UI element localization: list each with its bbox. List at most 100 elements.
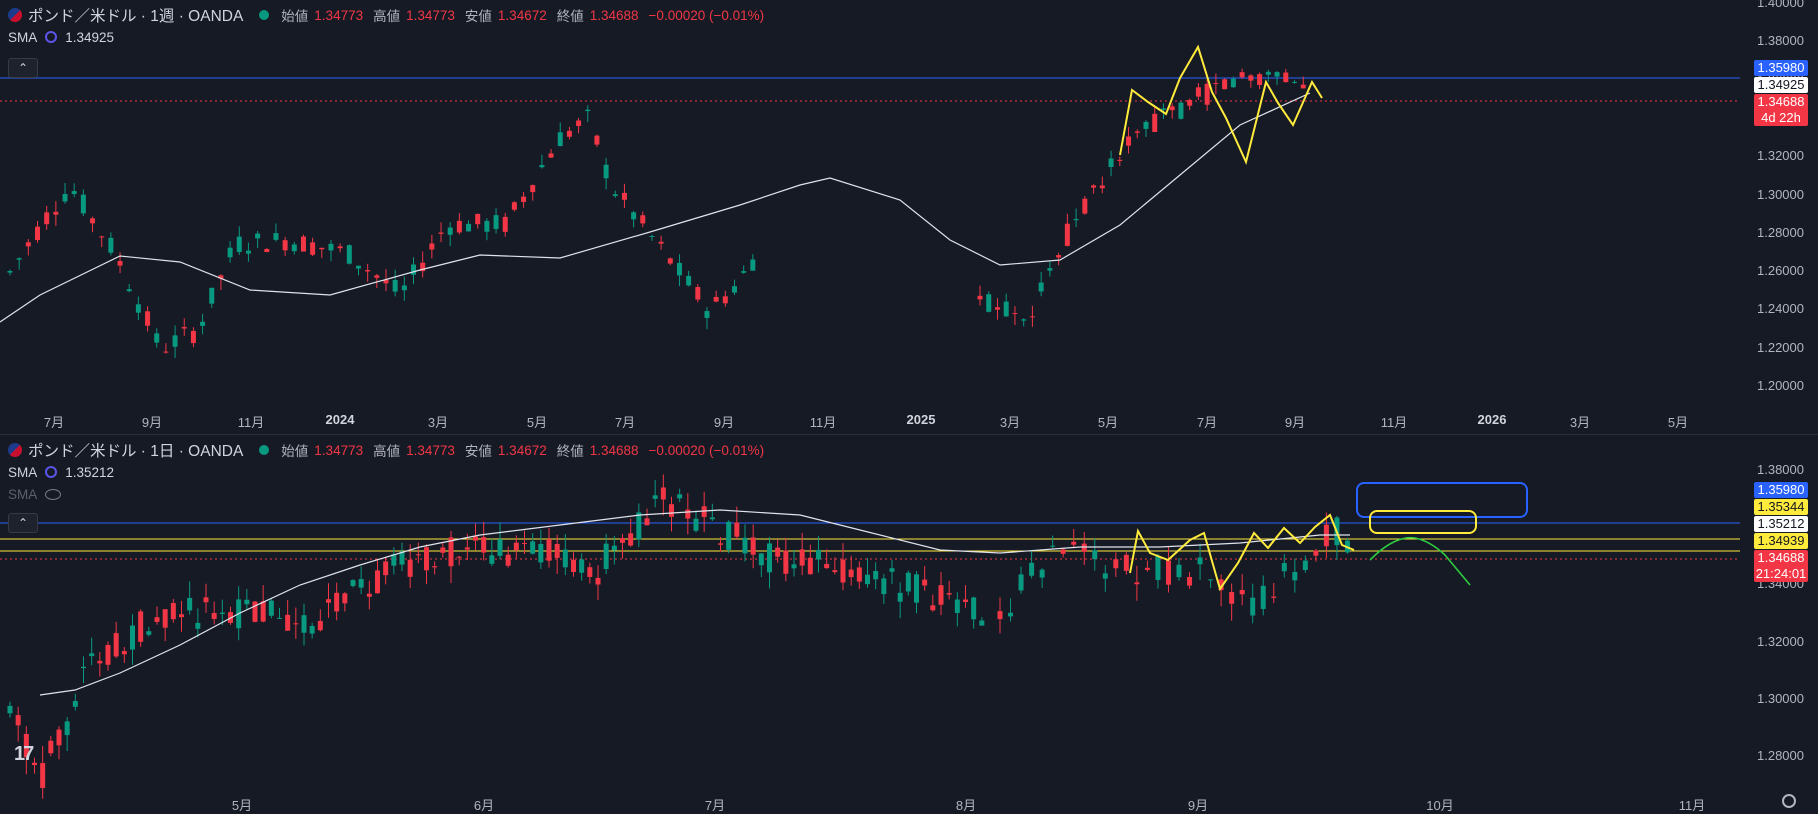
candle-body xyxy=(1248,75,1254,81)
candle-body xyxy=(1018,574,1024,591)
candle-body xyxy=(758,553,764,566)
time-tick-label: 3月 xyxy=(427,415,449,430)
candle-body xyxy=(644,518,650,526)
gear-icon[interactable] xyxy=(1782,794,1796,808)
candle-body xyxy=(1056,255,1062,258)
candle-body xyxy=(603,164,609,179)
candle-body xyxy=(1274,72,1280,77)
candle-body xyxy=(1021,319,1027,321)
last-price-value: 1.34688 xyxy=(1757,94,1805,109)
time-tick-label: 2024 xyxy=(325,412,355,427)
candle-body xyxy=(734,522,740,537)
candle-body xyxy=(1003,301,1009,317)
candle-body xyxy=(456,556,462,558)
candle-body xyxy=(652,495,658,499)
low-value: 1.34672 xyxy=(497,7,547,23)
time-tick-label: 5月 xyxy=(526,415,548,430)
sma-settings-icon[interactable] xyxy=(45,31,58,43)
candle-body xyxy=(1213,83,1219,85)
price-tick-label: 1.32000 xyxy=(1757,633,1804,649)
candle-body xyxy=(32,762,37,766)
candle-body xyxy=(997,611,1003,620)
candle-body xyxy=(767,543,772,573)
candle-body xyxy=(585,109,591,112)
candle-body xyxy=(521,196,527,203)
sma-line xyxy=(0,92,1311,323)
candle-body xyxy=(511,202,517,210)
sma-indicator-label[interactable]: SMA xyxy=(8,29,38,45)
time-tick-label: 2026 xyxy=(1477,412,1507,427)
time-tick-label: 9月 xyxy=(713,415,735,430)
candle-body xyxy=(203,597,209,603)
candle-body xyxy=(319,247,325,250)
candle-body xyxy=(636,512,642,540)
candle-body xyxy=(113,633,119,657)
candle-body xyxy=(611,545,617,551)
candle-body xyxy=(1176,564,1182,578)
weekly-chart-pane[interactable]: ポンド／米ドル · 1週 · OANDA 始値 1.34773 高値 1.34773… xyxy=(0,0,1818,434)
candle-body xyxy=(530,541,536,554)
eye-hidden-icon[interactable] xyxy=(45,488,62,500)
candle-body xyxy=(914,574,919,603)
candle-body xyxy=(669,504,674,517)
hidden-sma-label[interactable]: SMA xyxy=(8,486,38,502)
time-tick-label: 6月 xyxy=(473,798,495,813)
collapse-legend-button[interactable]: ⌃ xyxy=(8,58,38,78)
candle-body xyxy=(146,631,152,635)
candle-body xyxy=(317,620,323,631)
candle-body xyxy=(130,625,135,650)
sma-settings-icon[interactable] xyxy=(45,466,58,478)
candle-body xyxy=(1099,185,1105,189)
candle-body xyxy=(1239,72,1245,78)
candle-body xyxy=(685,509,691,519)
candle-body xyxy=(48,740,54,754)
time-tick-label: 11月 xyxy=(1678,798,1706,813)
candle-body xyxy=(832,570,838,573)
daily-symbol-title[interactable]: ポンド／米ドル · 1日 · OANDA xyxy=(28,443,244,460)
candle-body xyxy=(358,579,364,588)
candle-body xyxy=(513,542,519,551)
high-value: 1.34773 xyxy=(406,442,455,458)
time-tick-label: 11月 xyxy=(809,415,837,430)
collapse-legend-button[interactable]: ⌃ xyxy=(8,513,38,533)
candle-body xyxy=(466,223,472,232)
candle-body xyxy=(81,666,86,669)
daily-chart-pane[interactable]: ポンド／米ドル · 1日 · OANDA 始値 1.34773 高値 1.34773… xyxy=(0,434,1818,814)
candle-body xyxy=(816,549,821,560)
candle-body xyxy=(713,296,719,302)
candle-body xyxy=(1292,571,1298,581)
yellow-line-price-tag-upper: 1.35344 xyxy=(1754,499,1808,515)
tradingview-logo[interactable]: 17 xyxy=(14,743,34,765)
daily-chart-canvas[interactable] xyxy=(0,435,1818,814)
candle-body xyxy=(889,568,895,572)
candle-body xyxy=(15,715,21,726)
candle-body xyxy=(677,494,683,499)
candle-body xyxy=(1038,282,1044,292)
last-price-tag: 1.34688 4d 22h xyxy=(1754,94,1808,126)
candle-body xyxy=(905,572,911,592)
candle-body xyxy=(505,554,511,566)
candle-body xyxy=(620,537,625,543)
weekly-symbol-title[interactable]: ポンド／米ドル · 1週 · OANDA xyxy=(28,8,244,25)
time-tick-label: 9月 xyxy=(1187,798,1209,813)
close-value: 1.34688 xyxy=(589,7,639,23)
weekly-chart-canvas[interactable] xyxy=(0,0,1818,434)
candle-body xyxy=(1265,71,1271,75)
candle-body xyxy=(1126,136,1132,146)
close-label: 終値 xyxy=(556,9,584,24)
candle-body xyxy=(448,537,454,567)
candle-body xyxy=(1082,198,1088,214)
candle-body xyxy=(1292,81,1298,83)
candle-body xyxy=(938,585,944,605)
candle-body xyxy=(873,570,879,580)
candle-body xyxy=(1047,268,1053,271)
candle-body xyxy=(282,240,288,251)
candle-body xyxy=(557,132,563,147)
time-tick-label: 11月 xyxy=(237,415,265,430)
candle-body xyxy=(475,213,481,225)
sma-indicator-label[interactable]: SMA xyxy=(8,464,38,480)
market-status-icon xyxy=(259,10,270,20)
candle-body xyxy=(530,185,536,193)
candle-body xyxy=(783,550,789,574)
candle-body xyxy=(1313,550,1319,556)
